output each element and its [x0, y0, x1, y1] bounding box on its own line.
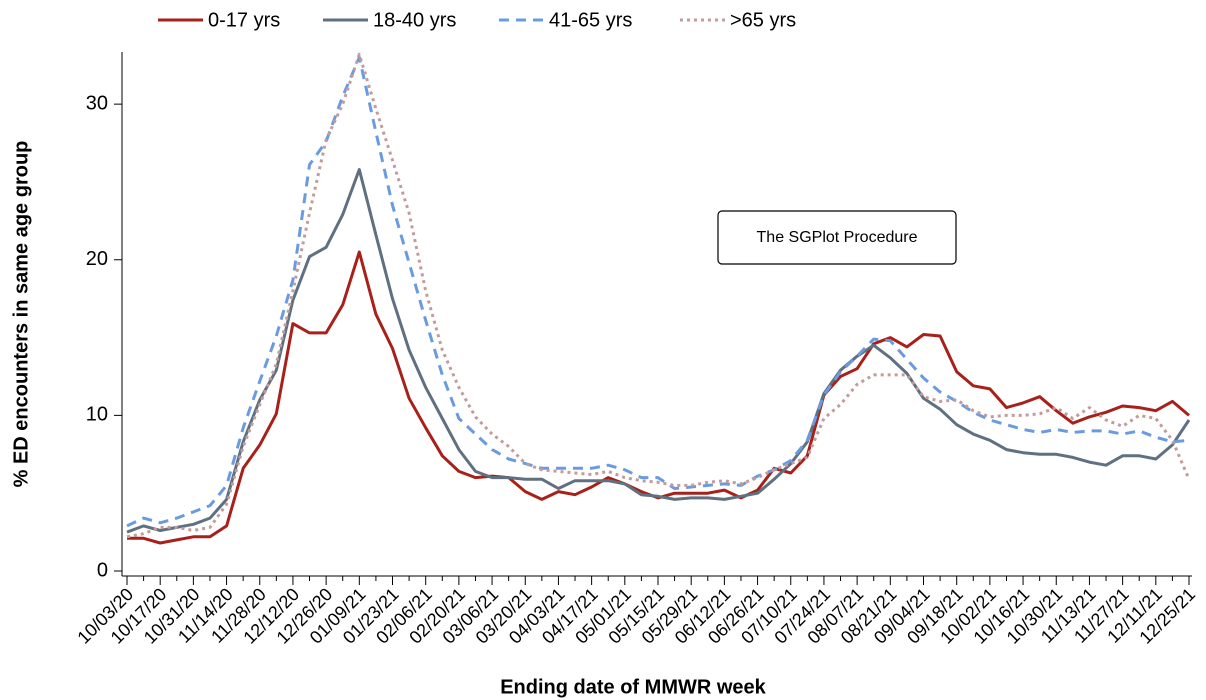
y-tick-label: 10: [86, 404, 108, 426]
legend-label: 0-17 yrs: [208, 9, 280, 31]
annotation: The SGPlot Procedure: [757, 229, 918, 246]
series-line: [126, 55, 1190, 528]
y-tick-label: 30: [86, 92, 108, 114]
y-axis-title: % ED encounters in same age group: [10, 141, 32, 488]
series-line: [126, 52, 1191, 539]
y-tick-label: 20: [86, 248, 108, 270]
series-line: [126, 168, 1191, 534]
x-axis-title: Ending date of MMWR week: [500, 676, 766, 698]
legend-label: 18-40 yrs: [373, 9, 456, 31]
legend-label: 41-65 yrs: [549, 9, 632, 31]
legend-label: >65 yrs: [730, 9, 796, 31]
y-tick-label: 0: [97, 559, 108, 581]
annotation-box: [717, 210, 957, 265]
series-line: [127, 250, 1190, 545]
